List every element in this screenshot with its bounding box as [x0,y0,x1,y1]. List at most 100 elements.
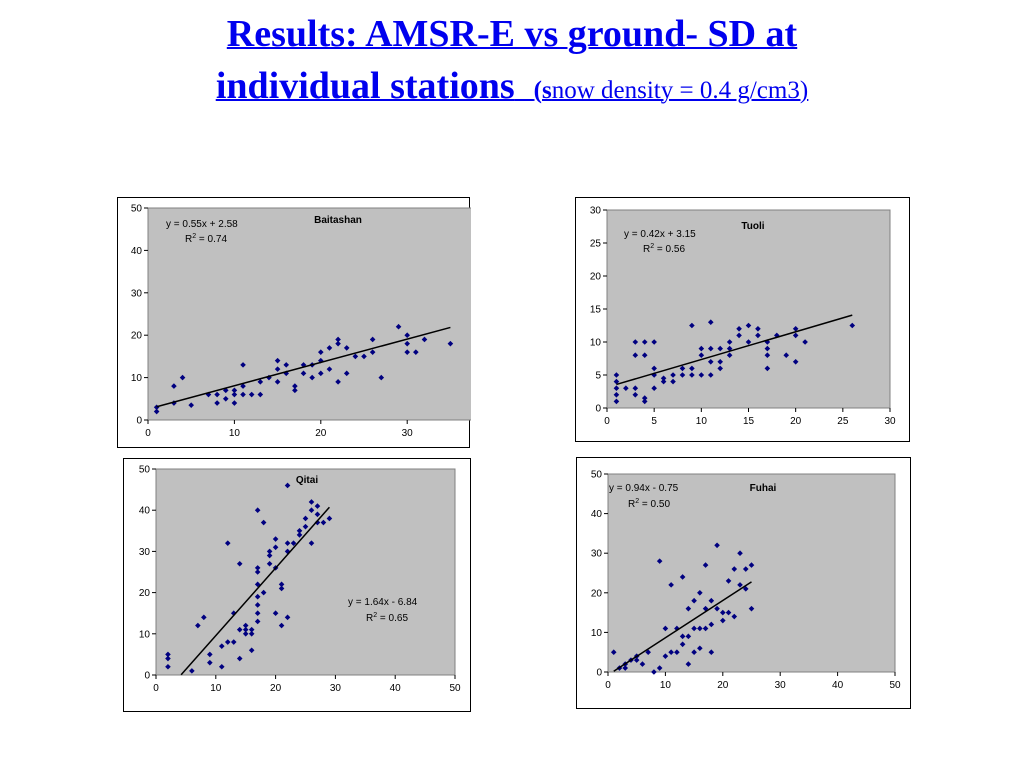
data-point [792,332,799,339]
r-squared-label: R2 = 0.74 [185,233,227,245]
data-point [641,339,648,345]
chart-tuoli: 0 5 10 15 20 25 30 0 5 10 15 20 25 30 Tuoli y = 0.42x +… [575,197,910,442]
data-point [725,609,732,616]
data-point [632,352,639,358]
data-point [674,649,680,655]
x-tick-label: 5 [651,416,657,427]
r-squared-prefix: R [628,499,635,510]
data-point [685,605,692,612]
x-tick-label: 30 [402,428,414,439]
y-tick-label: 0 [144,671,150,682]
y-tick-label: 0 [595,404,601,415]
data-point [731,566,738,572]
x-tick-label: 40 [832,680,844,691]
data-point [272,536,279,542]
data-point [242,631,249,637]
x-tick-label: 10 [696,416,708,427]
data-point [698,345,705,352]
data-point [278,585,285,592]
data-point [153,408,160,415]
y-tick-label: 50 [591,470,603,481]
plot-area [147,207,471,421]
regression-equation: y = 0.42x + 3.15 [624,229,696,240]
data-point [725,578,732,584]
data-point [343,345,350,351]
plot-area [607,473,896,673]
data-point [708,649,715,655]
data-point [283,362,290,368]
x-tick-label: 20 [717,680,729,691]
data-point [691,625,697,632]
y-tick-label: 25 [590,239,602,250]
chart-title: Qitai [296,475,318,486]
data-point [257,379,264,385]
data-point [231,387,238,394]
data-point [707,359,714,365]
data-point [343,370,350,377]
r-squared-prefix: R [643,244,650,255]
data-point [224,639,231,645]
data-point [274,366,281,372]
chart-title: Tuoli [741,221,764,232]
data-point [248,647,255,654]
r-squared-label: R2 = 0.56 [643,243,685,255]
data-point [748,605,755,612]
data-point [691,597,697,604]
data-point [314,519,321,526]
data-point [395,323,402,330]
r-squared-sup: 2 [192,233,196,240]
data-point [764,365,771,372]
data-point [165,651,171,658]
data-point [689,372,695,378]
data-point [207,659,213,666]
data-point [272,610,279,616]
data-point [302,523,309,530]
data-point [165,655,171,662]
data-point [662,653,669,659]
data-point [274,379,281,385]
data-point [641,398,648,405]
data-point [651,339,657,345]
data-point [308,507,315,513]
r-squared-prefix: R [366,613,373,624]
data-point [314,503,321,509]
data-point [755,332,761,339]
data-point [707,319,714,325]
data-point [207,651,213,658]
data-point [404,340,410,347]
data-point [726,339,733,345]
y-tick-label: 10 [590,338,602,349]
data-point [698,352,705,358]
data-point [266,374,272,381]
data-point [300,362,307,368]
chart-svg: 0102030405001020304050Baitashany = 0.55x… [131,204,471,439]
r-squared-value: = 0.65 [377,613,408,624]
data-point [352,353,359,360]
data-point [326,345,333,351]
x-tick-label: 0 [604,416,610,427]
data-point [720,617,726,624]
data-point [689,365,695,372]
data-point [656,665,663,671]
r-squared-value: = 0.74 [196,234,227,245]
data-point [717,345,723,352]
data-point [278,622,285,629]
y-tick-label: 10 [591,628,603,639]
data-point [717,365,723,372]
data-point [702,625,709,632]
data-point [685,661,692,667]
chart-baitashan: 0102030405001020304050Baitashany = 0.55x… [117,197,471,448]
y-tick-label: 10 [139,629,151,640]
data-point [369,336,376,343]
data-point [242,626,249,633]
x-tick-label: 50 [449,683,461,694]
data-point [720,609,726,616]
data-point [171,383,177,389]
y-tick-label: 30 [131,288,143,299]
data-point [632,385,639,391]
x-tick-label: 30 [330,683,342,694]
data-point [632,339,639,345]
x-tick-label: 30 [884,416,896,427]
x-tick-label: 0 [153,683,159,694]
data-point [726,352,733,358]
